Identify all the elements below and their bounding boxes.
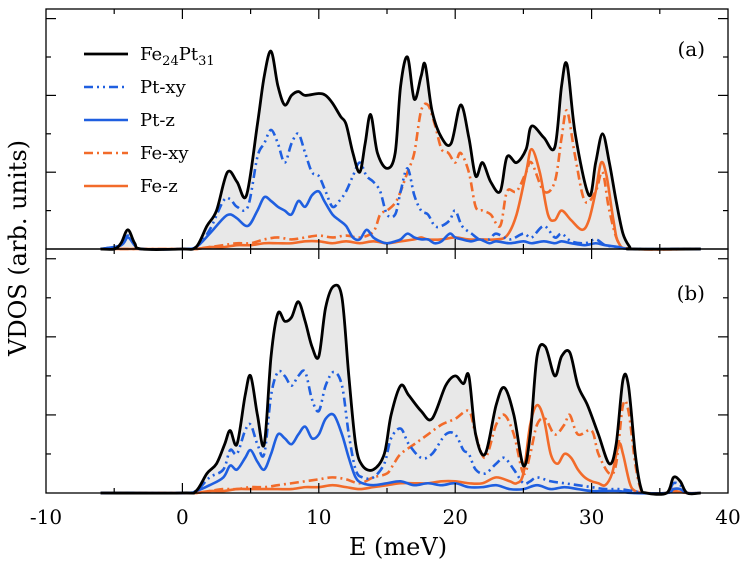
series-line-fe-xy	[100, 102, 701, 251]
x-tick-label: 30	[579, 505, 604, 529]
legend: Fe24Pt31 Pt-xy Pt-z Fe-xy Fe-z	[84, 44, 215, 197]
panel-label: (b)	[677, 281, 705, 305]
panel-a: (a)	[45, 8, 729, 251]
panels: (a) (b)	[45, 8, 729, 496]
legend-item-pt-z: Pt-z	[84, 110, 175, 131]
y-axis-title: VDOS (arb. units)	[4, 140, 32, 357]
series-line-pt-xy	[100, 369, 701, 496]
legend-item-fe-z: Fe-z	[84, 176, 178, 197]
panel-label: (a)	[677, 37, 705, 61]
legend-label: Pt-z	[140, 110, 175, 131]
series-line-pt-xy	[100, 128, 701, 251]
series-line-pt-z	[100, 412, 701, 495]
x-tick-label: 20	[442, 505, 467, 529]
x-tick-label: -10	[30, 505, 62, 529]
series-line-total	[100, 283, 701, 496]
legend-label: Fe-xy	[140, 143, 189, 164]
total-area-fill	[100, 285, 701, 495]
x-tick-label: 10	[306, 505, 331, 529]
legend-item-pt-xy: Pt-xy	[84, 77, 187, 98]
x-tick-label: 40	[715, 505, 740, 529]
legend-label: Pt-xy	[140, 77, 187, 98]
x-tick-labels: -10 0 10 20 30 40	[30, 505, 741, 529]
legend-item-total: Fe24Pt31	[84, 44, 215, 69]
series-line-fe-z	[100, 147, 701, 251]
legend-label: Fe24Pt31	[140, 44, 215, 69]
x-axis-title: E (meV)	[349, 533, 447, 561]
legend-item-fe-xy: Fe-xy	[84, 143, 189, 164]
series-line-total	[100, 49, 701, 251]
x-tick-label: 0	[176, 505, 189, 529]
panel-b: (b)	[45, 248, 729, 496]
legend-label: Fe-z	[140, 176, 178, 197]
series-line-pt-z	[100, 189, 701, 251]
